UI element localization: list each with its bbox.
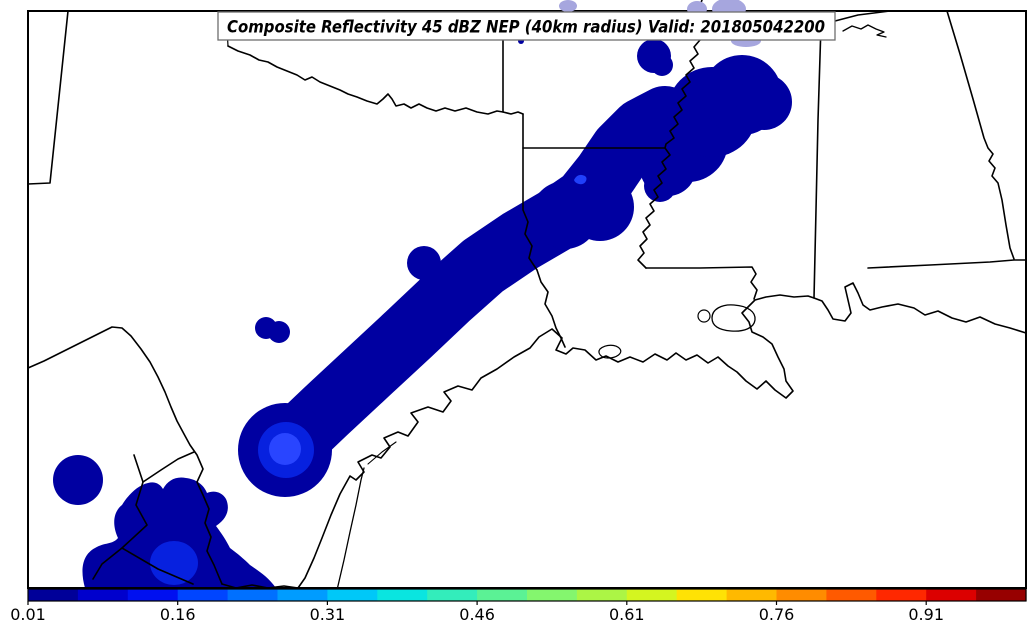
colorbar-segment [527, 589, 578, 601]
colorbar-segment [676, 589, 728, 601]
marsh-island [598, 344, 622, 359]
figure-title: Composite Reflectivity 45 dBZ NEP (40km … [227, 18, 825, 37]
colorbar-segment [576, 589, 628, 601]
colorbar-outline [27, 588, 1027, 602]
border-red-river [227, 45, 524, 115]
colorbar-segment [327, 589, 378, 601]
barrier-island-segment [367, 441, 397, 465]
colorbar-segment [28, 589, 79, 601]
nep-tiny-core-mark [574, 174, 587, 185]
colorbar-segment [427, 589, 478, 601]
tennessee-river [842, 24, 887, 38]
border-rio-grande [27, 326, 223, 585]
colorbar-tick-label: 0.31 [310, 605, 346, 624]
nep-bottom-cluster [82, 477, 276, 588]
colorbar-segment [976, 589, 1027, 601]
colorbar-tick-label: 0.16 [160, 605, 196, 624]
colorbar-segment [726, 589, 778, 601]
colorbar-segment [826, 589, 877, 601]
nep-inner-core-blob [269, 433, 301, 465]
map-frame [27, 10, 1027, 589]
gulf-coastline [221, 282, 1027, 589]
colorbar-segment [127, 589, 179, 601]
colorbar-segment [227, 589, 279, 601]
map-boundaries [27, 0, 1027, 591]
colorbar-segment [926, 589, 977, 601]
colorbar-tick-label: 0.01 [10, 605, 46, 624]
colorbar-segment [377, 589, 428, 601]
border-ms-al [813, 24, 822, 299]
colorbar-segment [277, 589, 328, 601]
colorbar-segment [177, 589, 229, 601]
border-tx-la-sabine [522, 113, 566, 348]
title-box: Composite Reflectivity 45 dBZ NEP (40km … [217, 11, 836, 41]
colorbar-segment [477, 589, 528, 601]
border-al-fl [867, 259, 1027, 269]
nep-band-bulges [53, 38, 792, 505]
nep-core-cluster [150, 541, 198, 585]
border-al-ga [946, 10, 1015, 260]
nep-contours-level1 [53, 38, 792, 588]
colorbar-segments [28, 589, 1027, 601]
colorbar-tick-label: 0.91 [908, 605, 944, 624]
colorbar-segment [776, 589, 827, 601]
lake-maurepas [697, 309, 711, 323]
title-box-rect [217, 11, 836, 41]
colorbar-segment [876, 589, 927, 601]
nep-main-band [251, 86, 697, 484]
border-tn [834, 10, 891, 22]
colorbar-ticks: 0.01 0.16 0.31 0.46 0.61 0.76 0.91 [10, 601, 944, 624]
border-mexican-states-2 [142, 451, 195, 483]
colorbar-tick-label: 0.61 [609, 605, 645, 624]
border-nm-tx [27, 10, 69, 185]
border-la-ms-31n [645, 266, 758, 300]
border-mexican-states-3 [121, 547, 194, 585]
colorbar-tick-label: 0.76 [759, 605, 795, 624]
colorbar-tick-label: 0.46 [459, 605, 495, 624]
lake-pontchartrain [711, 304, 756, 332]
colorbar-segment [77, 589, 129, 601]
padre-island [336, 467, 365, 591]
nep-contours-cores [150, 174, 587, 585]
colorbar-segment [626, 589, 678, 601]
